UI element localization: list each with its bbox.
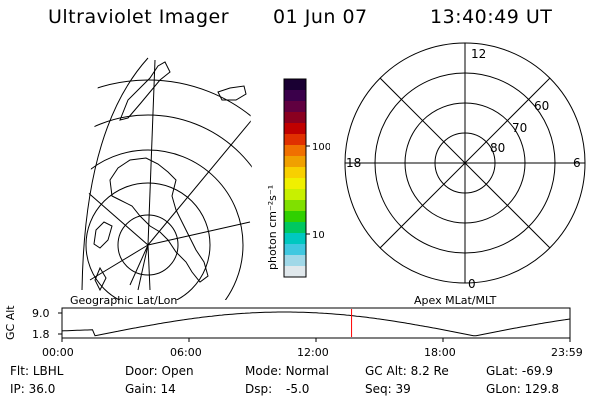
mlt-label-right: 6 [573, 156, 581, 170]
instrument-title: Ultraviolet Imager [48, 6, 230, 28]
color-bar-stripe [284, 134, 306, 146]
status-seq: Seq: 39 [365, 382, 411, 396]
magnetic-meridian [129, 244, 149, 286]
color-bar-stripe [284, 266, 306, 278]
meridian [89, 244, 149, 281]
color-bar-stripe [284, 123, 306, 135]
meridian [147, 221, 251, 246]
status-glat: GLat: -69.9 [486, 364, 553, 378]
lat-circle [80, 114, 255, 300]
color-bar-stripe [284, 189, 306, 201]
meridian [147, 59, 156, 246]
geo-panel-label: Geographic Lat/Lon [70, 294, 178, 307]
status-dsp: Dsp: -5.0 [245, 382, 310, 396]
mlt-label-top: 12 [471, 47, 486, 61]
lat-circle [85, 182, 211, 300]
polar-panel-label: Apex MLat/MLT [414, 294, 497, 307]
earth-limb [81, 57, 149, 291]
color-bar-stripe [284, 255, 306, 267]
status-mode: Mode: Normal [245, 364, 329, 378]
mlat-label-80: 80 [490, 141, 505, 155]
altitude-y-tick: 1.8 [32, 328, 50, 341]
meridian [147, 109, 255, 246]
status-glon: GLon: 129.8 [486, 382, 559, 396]
color-bar-stripe [284, 101, 306, 113]
mlt-label-left: 18 [346, 156, 361, 170]
color-bar-stripe [284, 145, 306, 157]
lat-circle [117, 214, 179, 276]
color-bar-stripe [284, 178, 306, 190]
color-bar-tick-label: 10 [312, 230, 325, 241]
date-label: 01 Jun 07 [273, 6, 368, 28]
time-tick-label: 23:59 [551, 346, 583, 359]
color-bar-stripe [284, 156, 306, 168]
color-bar: 100 10 photon cm⁻²s⁻¹ [266, 78, 330, 278]
color-bar-stripe [284, 222, 306, 234]
time-tick-label: 06:00 [170, 346, 202, 359]
color-bar-stripe [284, 90, 306, 102]
color-bar-stripe [284, 167, 306, 179]
status-filter: Flt: LBHL [10, 364, 64, 378]
meridian [84, 189, 149, 246]
altitude-axis-label: GC Alt [4, 305, 17, 340]
time-tick-label: 12:00 [297, 346, 329, 359]
color-bar-unit-label: photon cm⁻²s⁻¹ [266, 185, 279, 270]
magnetic-meridian [147, 244, 151, 291]
altitude-plot: GC Alt 9.0 1.8 [4, 305, 571, 342]
coastline [94, 266, 107, 292]
mlt-label-bottom: 0 [468, 277, 476, 291]
coastline [217, 85, 247, 101]
color-bar-tick-label: 100 [312, 142, 330, 153]
coastline [93, 221, 113, 249]
color-bar-stripe [284, 211, 306, 223]
color-bar-frame [283, 78, 307, 278]
mlat-label-60: 60 [534, 99, 549, 113]
time-tick-label: 18:00 [424, 346, 456, 359]
mlt-diagonal [379, 77, 551, 249]
polar-plot: 12 0 18 6 60 70 80 [344, 42, 586, 291]
time-tick-label: 00:00 [42, 346, 74, 359]
lat-circle [80, 149, 244, 300]
color-bar-stripe [284, 200, 306, 212]
mlat-label-70: 70 [512, 121, 527, 135]
time-label: 13:40:49 UT [430, 6, 553, 28]
color-bar-stripe [284, 233, 306, 245]
status-gc-alt: GC Alt: 8.2 Re [365, 364, 449, 378]
altitude-y-tick: 9.0 [32, 307, 50, 320]
color-bar-stripe [284, 112, 306, 124]
coastline [109, 157, 209, 283]
status-door: Door: Open [125, 364, 194, 378]
color-bar-stripe [284, 79, 306, 91]
coastline [119, 61, 171, 121]
magnetic-meridian [137, 244, 149, 291]
altitude-curve [61, 311, 571, 337]
status-gain: Gain: 14 [125, 382, 176, 396]
color-bar-stripe [284, 244, 306, 256]
status-ip: IP: 36.0 [10, 382, 56, 396]
